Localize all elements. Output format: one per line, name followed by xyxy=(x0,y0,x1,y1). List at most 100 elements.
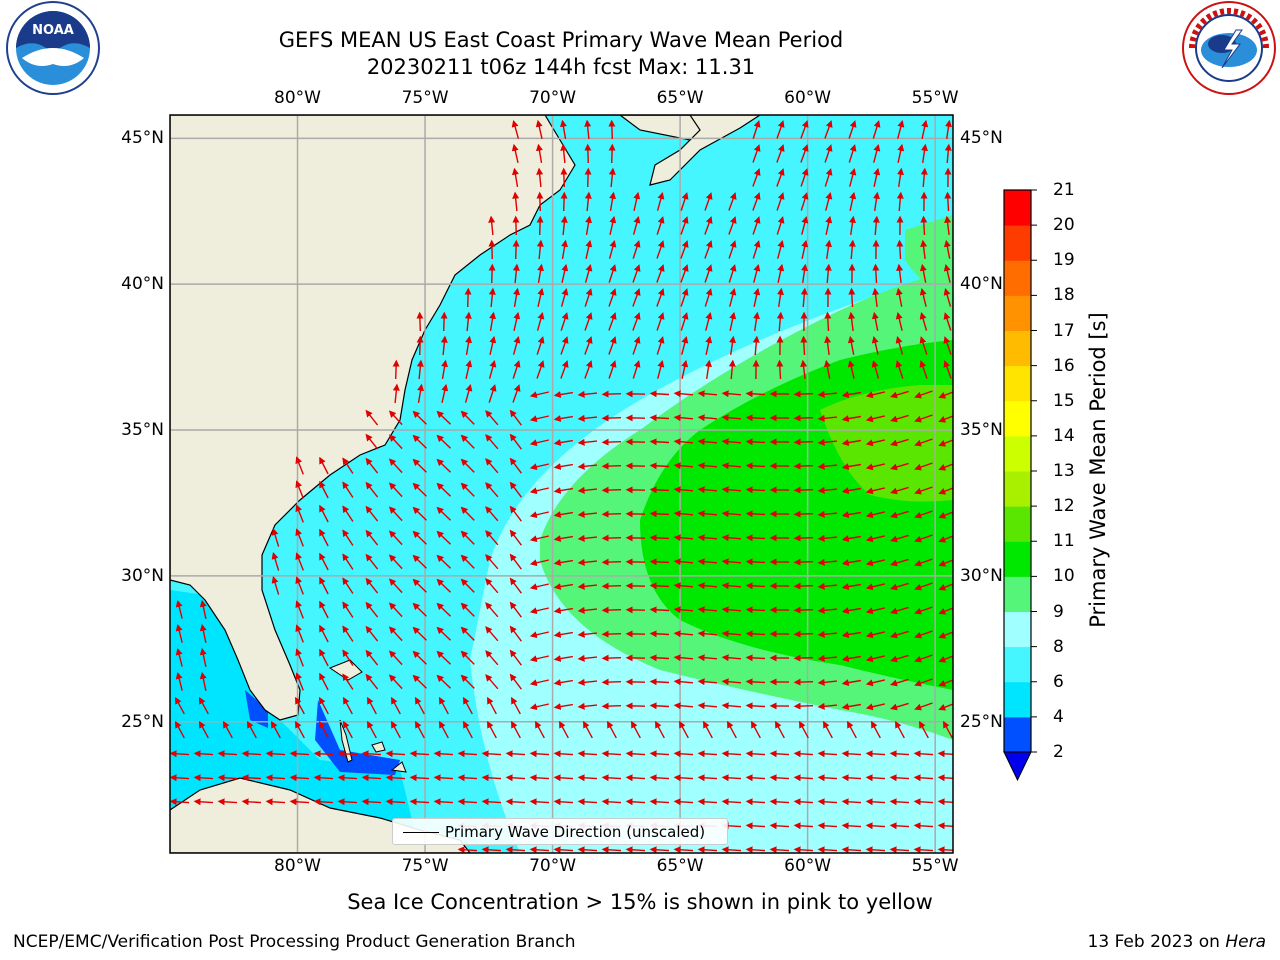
wave-arrow xyxy=(728,192,737,211)
colorbar-swatch xyxy=(1004,435,1031,472)
wave-arrow xyxy=(409,750,430,758)
wave-arrow xyxy=(721,606,742,614)
wave-arrow xyxy=(865,846,886,853)
wave-arrow xyxy=(577,702,598,710)
map-subtitle: 20230211 t06z 144h fcst Max: 11.31 xyxy=(366,55,756,79)
wave-arrow xyxy=(385,798,406,806)
wave-arrow xyxy=(553,583,574,590)
wave-arrow xyxy=(295,720,305,739)
wave-arrow xyxy=(943,336,952,355)
wave-arrow xyxy=(680,192,689,211)
wave-arrow xyxy=(488,287,496,308)
wave-arrow xyxy=(753,263,761,283)
wave-arrow xyxy=(656,288,665,307)
wave-arrow xyxy=(817,630,838,638)
wave-arrow xyxy=(889,798,910,806)
wave-arrow xyxy=(825,239,832,260)
wave-arrow xyxy=(938,703,953,711)
wave-arrow xyxy=(841,750,862,758)
wave-arrow xyxy=(577,774,598,782)
colorbar-swatch xyxy=(1004,681,1031,718)
wave-arrow xyxy=(919,312,928,331)
wave-arrow xyxy=(745,510,766,518)
wave-arrow xyxy=(745,702,766,710)
wave-arrow xyxy=(656,191,665,211)
wave-arrow xyxy=(656,240,665,259)
wave-arrow xyxy=(485,506,499,522)
wave-arrow xyxy=(673,534,694,542)
wave-arrow xyxy=(697,630,718,638)
wave-arrow xyxy=(391,720,401,739)
wave-arrow xyxy=(342,505,354,522)
lat-label-right: 40°N xyxy=(960,274,1003,295)
wave-arrow xyxy=(441,359,449,380)
wave-arrow xyxy=(365,553,379,570)
wave-arrow xyxy=(436,458,451,473)
wave-arrow xyxy=(343,696,353,715)
wave-arrow xyxy=(938,463,953,471)
wave-arrow xyxy=(841,463,862,471)
wave-arrow xyxy=(943,312,952,331)
wave-arrow xyxy=(529,535,549,543)
wave-arrow xyxy=(553,846,574,853)
wave-arrow xyxy=(793,438,814,446)
wave-arrow xyxy=(512,384,521,403)
wave-arrow xyxy=(841,774,862,782)
wave-arrow xyxy=(943,239,951,259)
wave-arrow xyxy=(529,703,549,711)
wave-arrow xyxy=(865,798,886,806)
wave-arrow xyxy=(485,626,499,642)
wave-arrow xyxy=(412,578,427,593)
wave-arrow xyxy=(721,534,742,542)
wave-arrow xyxy=(729,335,736,356)
land-bahamas xyxy=(328,659,407,773)
wave-arrow xyxy=(890,558,909,567)
wave-arrow xyxy=(295,576,304,595)
wave-arrow xyxy=(793,678,814,686)
wave-arrow xyxy=(769,846,790,853)
colorbar-swatch xyxy=(1004,330,1031,367)
wave-arrow xyxy=(529,798,550,806)
wave-arrow xyxy=(752,335,760,356)
wave-arrow xyxy=(890,438,909,447)
colorbar-swatch xyxy=(1004,541,1031,577)
wave-arrow xyxy=(841,607,862,615)
wave-arrow xyxy=(295,696,305,715)
wave-arrow xyxy=(536,360,545,379)
wave-arrow xyxy=(295,528,304,547)
wave-arrow xyxy=(697,534,718,542)
wave-arrow xyxy=(649,606,670,614)
wave-arrow xyxy=(392,359,400,380)
wave-arrow xyxy=(896,239,904,260)
wave-arrow xyxy=(943,360,952,379)
lon-label-top: 80°W xyxy=(274,88,321,108)
wave-arrow xyxy=(752,240,761,259)
wave-arrow xyxy=(777,263,785,283)
wave-arrow xyxy=(608,119,616,140)
wave-arrow xyxy=(412,554,427,569)
wave-arrow xyxy=(512,215,520,236)
wave-arrow xyxy=(729,311,737,331)
wave-arrow xyxy=(890,702,909,711)
wave-arrow xyxy=(529,750,550,758)
lon-label-bottom: 60°W xyxy=(784,856,832,876)
wave-arrow xyxy=(721,630,742,638)
wave-arrow xyxy=(460,674,475,689)
wave-arrow xyxy=(745,414,766,422)
wave-arrow xyxy=(457,750,478,758)
map-frame xyxy=(169,114,954,854)
period-band-9-10-north xyxy=(905,215,953,300)
wave-arrow xyxy=(199,671,207,691)
wave-arrow xyxy=(560,287,569,307)
colorbar-tick-label: 9 xyxy=(1053,601,1064,622)
wave-arrow xyxy=(412,530,427,545)
wave-arrow xyxy=(943,263,951,283)
wave-arrow xyxy=(865,583,885,591)
wave-arrow xyxy=(817,606,838,614)
wave-arrow xyxy=(745,822,766,830)
wave-arrow xyxy=(938,415,953,423)
wave-arrow xyxy=(865,415,885,423)
wave-arrow xyxy=(608,239,617,259)
wave-arrow xyxy=(752,144,761,163)
wave-arrow xyxy=(512,263,520,284)
